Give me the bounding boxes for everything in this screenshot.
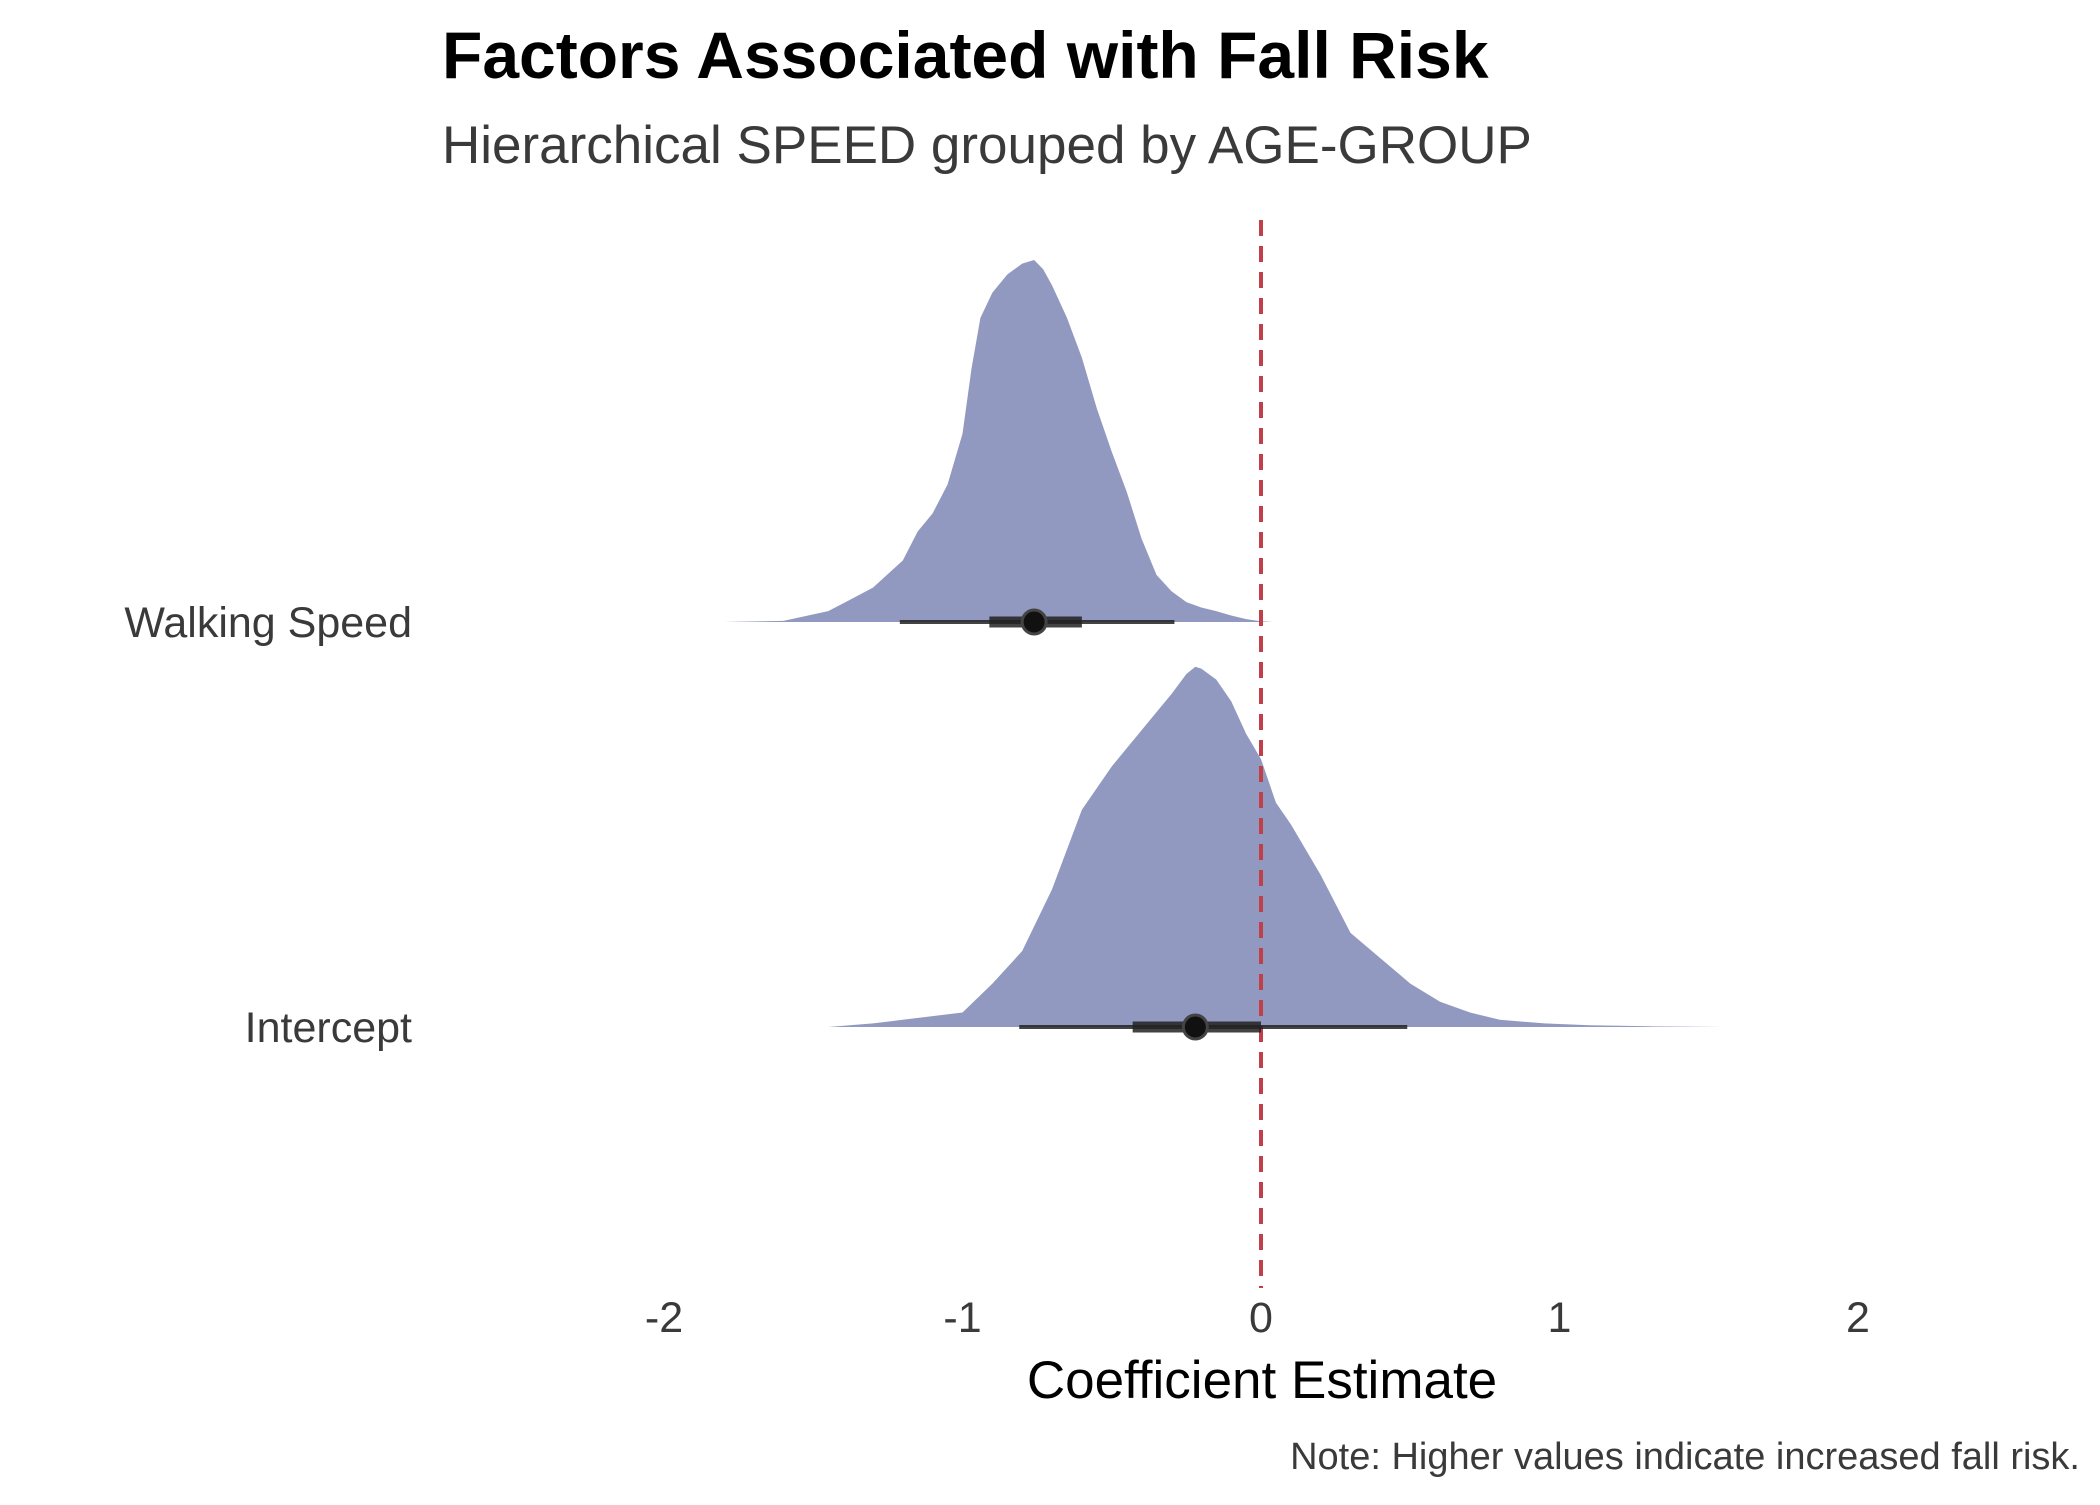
median-point-walking-speed — [1020, 608, 1048, 636]
x-tick-label: -1 — [943, 1294, 981, 1342]
chart-subtitle: Hierarchical SPEED grouped by AGE-GROUP — [442, 116, 1532, 175]
x-axis-label: Coefficient Estimate — [1027, 1351, 1497, 1410]
chart-caption: Note: Higher values indicate increased f… — [1290, 1436, 2080, 1478]
x-tick-label: 1 — [1548, 1294, 1572, 1342]
density-intercept — [828, 666, 1724, 1027]
density-layer — [723, 260, 1724, 1027]
x-tick-label: 2 — [1846, 1294, 1870, 1342]
y-label-intercept: Intercept — [245, 1004, 412, 1052]
interval-layer — [899, 608, 1408, 1041]
x-tick-label: -2 — [645, 1294, 683, 1342]
y-axis-labels: Walking Speed Intercept — [124, 599, 412, 1052]
y-label-walking-speed: Walking Speed — [124, 599, 412, 647]
median-point-intercept — [1181, 1013, 1209, 1041]
density-walking-speed — [723, 260, 1273, 622]
chart-title: Factors Associated with Fall Risk — [442, 18, 1489, 92]
x-tick-label: 0 — [1249, 1294, 1273, 1342]
x-axis-ticks: -2 -1 0 1 2 — [645, 1294, 1870, 1342]
